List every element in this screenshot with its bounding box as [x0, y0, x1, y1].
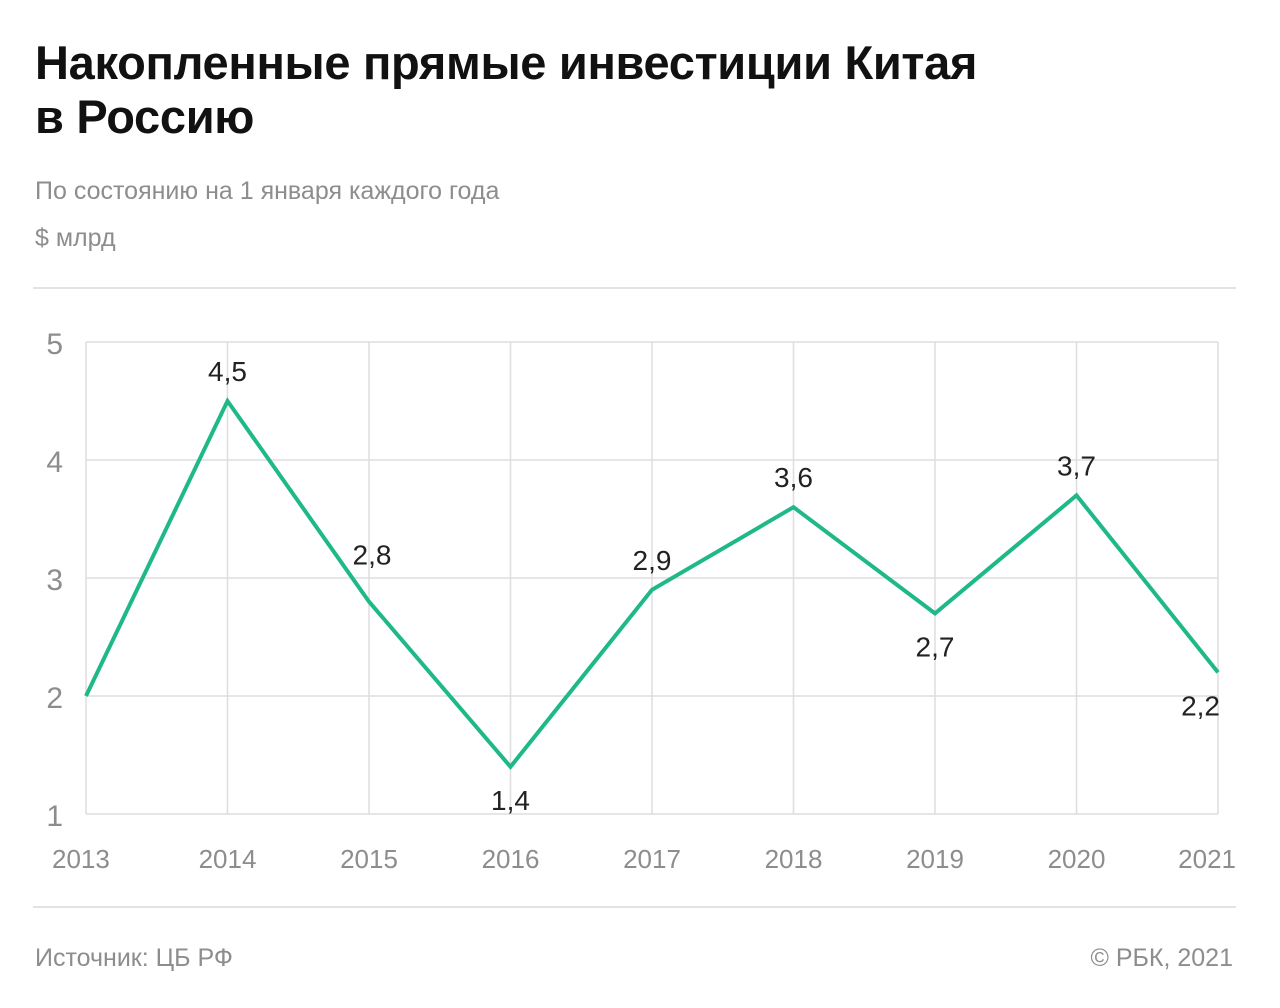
x-tick-label: 2017 — [623, 844, 681, 874]
y-tick-label: 4 — [46, 446, 63, 479]
data-label: 3,7 — [1057, 450, 1096, 481]
series-line — [84, 397, 1220, 770]
line-chart: 1 2 3 4 5 2013 2014 2015 2016 2017 2018 2019 2020 202… — [46, 328, 1236, 874]
unit-label: $ млрд — [35, 224, 116, 252]
x-tick-label: 2013 — [52, 844, 110, 874]
data-label: 2,9 — [633, 545, 672, 576]
data-label: 3,6 — [774, 462, 813, 493]
y-tick-label: 1 — [46, 800, 63, 833]
data-label: 2,8 — [353, 540, 392, 571]
data-label: 2,2 — [1181, 690, 1220, 721]
x-tick-label: 2016 — [482, 844, 540, 874]
y-tick-label: 3 — [46, 564, 63, 597]
data-label: 4,5 — [208, 356, 247, 387]
chart-subtitle: По состоянию на 1 января каждого года — [35, 177, 500, 205]
chart-title: Накопленные прямые инвестиции Китая в Ро… — [35, 36, 1215, 144]
source-note: Источник: ЦБ РФ — [35, 944, 233, 972]
data-label: 1,4 — [491, 785, 530, 816]
copyright-note: © РБК, 2021 — [1090, 944, 1233, 972]
bottom-divider — [33, 906, 1236, 908]
x-tick-label: 2018 — [765, 844, 823, 874]
x-tick-label: 2021 — [1178, 844, 1236, 874]
x-tick-label: 2020 — [1048, 844, 1106, 874]
y-tick-label: 2 — [46, 682, 63, 715]
top-divider — [33, 287, 1236, 289]
chart-title-line-2: в Россию — [35, 90, 255, 143]
x-tick-label: 2019 — [906, 844, 964, 874]
chart-title-line-1: Накопленные прямые инвестиции Китая — [35, 36, 978, 89]
y-tick-label: 5 — [46, 328, 63, 361]
x-tick-label: 2015 — [340, 844, 398, 874]
x-tick-label: 2014 — [199, 844, 257, 874]
data-label: 2,7 — [916, 631, 955, 662]
